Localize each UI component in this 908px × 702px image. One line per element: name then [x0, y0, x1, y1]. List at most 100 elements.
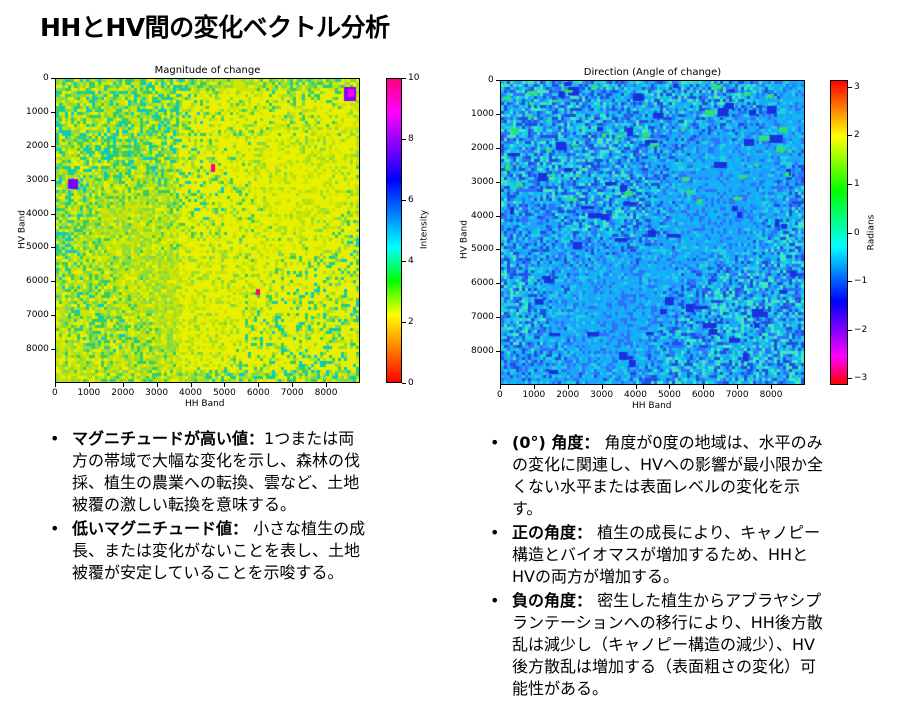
x-tick-mark: [500, 385, 501, 389]
x-tick-label: 7000: [280, 388, 304, 398]
colorbar-tick-mark: [402, 261, 406, 262]
bullet-text: 小さな植生の成長、または変化がないことを表し、土地被覆が安定していることを示唆す…: [72, 519, 366, 582]
y-tick-label: 0: [43, 73, 49, 83]
x-tick-label: 1000: [522, 390, 546, 400]
y-tick-label: 7000: [26, 310, 49, 321]
y-tick-label: 4000: [471, 210, 494, 221]
y-tick-label: 5000: [471, 244, 494, 255]
bullet-text: 角度が0度の地域は、水平のみの変化に関連し、HVへの影響が最小限か全くない水平ま…: [512, 433, 823, 518]
y-tick-mark: [51, 111, 55, 113]
colorbar-tick-label: 2: [408, 317, 414, 327]
y-tick-label: 2000: [26, 140, 49, 151]
magnitude-heatmap: [56, 79, 359, 382]
colorbar-tick-mark: [402, 383, 406, 384]
x-tick-label: 6000: [246, 388, 270, 398]
list-item: • (0°) 角度： 角度が0度の地域は、水平のみの変化に関連し、HVへの影響が…: [490, 432, 825, 520]
bullet-dot: •: [50, 429, 60, 448]
x-tick-label: 1000: [77, 388, 101, 398]
colorbar-tick-mark: [402, 200, 406, 201]
bullet-label: 負の角度：: [512, 591, 593, 610]
colorbar-tick-label: 0: [854, 227, 860, 238]
direction-heatmap: [501, 81, 804, 384]
y-tick-label: 5000: [26, 242, 49, 253]
bullet-label: 正の角度：: [512, 523, 593, 542]
direction-figure: Direction (Angle of change) 0 1000 2000 300…: [445, 60, 900, 420]
y-tick-mark: [51, 213, 55, 215]
colorbar-tick-label: 10: [408, 73, 420, 83]
x-tick-mark: [88, 383, 90, 387]
x-tick-mark: [601, 385, 603, 389]
colorbar-tick-mark: [848, 135, 852, 137]
right-bullet-list: • (0°) 角度： 角度が0度の地域は、水平のみの変化に関連し、HVへの影響が…: [490, 432, 825, 702]
bullet-label: (0°) 角度：: [512, 433, 600, 452]
y-tick-mark: [51, 145, 55, 147]
x-tick-label: 2000: [111, 388, 135, 398]
x-tick-label: 8000: [314, 388, 338, 398]
bullet-text: 植生の成長により、キャノピー構造とバイオマスが増加するため、HHとHVの両方が増…: [512, 523, 821, 586]
y-tick-mark: [496, 113, 500, 115]
magnitude-y-axis-label: HV Band: [17, 210, 28, 249]
colorbar-tick-mark: [848, 232, 852, 234]
bullet-dot: •: [490, 523, 500, 542]
x-tick-label: 3000: [590, 390, 614, 400]
magnitude-plot-area: [55, 78, 360, 383]
y-tick-label: 8000: [26, 344, 49, 355]
x-tick-label: 2000: [556, 390, 580, 400]
x-tick-mark: [55, 383, 56, 387]
x-tick-mark: [292, 383, 294, 387]
direction-colorbar: [830, 80, 848, 385]
y-tick-mark: [496, 181, 500, 183]
direction-plot-area: [500, 80, 805, 385]
direction-x-axis-label: HH Band: [632, 401, 672, 411]
colorbar-tick-label: −3: [854, 373, 868, 384]
x-tick-label: 4000: [179, 388, 202, 398]
x-tick-mark: [737, 385, 739, 389]
colorbar-tick-label: −2: [854, 324, 868, 335]
colorbar-tick-mark: [848, 329, 852, 331]
y-tick-mark: [496, 351, 500, 353]
magnitude-colorbar: [386, 78, 402, 383]
y-tick-label: 4000: [26, 208, 49, 219]
list-item: • 低いマグニチュード値： 小さな植生の成長、または変化がないことを表し、土地被…: [50, 518, 368, 584]
y-tick-label: 1000: [26, 106, 49, 117]
direction-y-axis-label: HV Band: [459, 220, 470, 259]
bullet-label: マグニチュードが高い値：: [72, 429, 265, 448]
list-item: • 正の角度： 植生の成長により、キャノピー構造とバイオマスが増加するため、HH…: [490, 522, 825, 588]
x-tick-mark: [703, 385, 705, 389]
colorbar-tick-label: 0: [408, 378, 414, 388]
x-tick-mark: [771, 385, 773, 389]
x-tick-label: 0: [52, 388, 58, 398]
colorbar-tick-label: 6: [408, 195, 414, 205]
y-tick-label: 3000: [471, 176, 494, 187]
y-tick-label: 2000: [471, 142, 494, 153]
y-tick-mark: [496, 317, 500, 319]
colorbar-tick-mark: [848, 86, 852, 88]
y-tick-mark: [51, 247, 55, 249]
bullet-dot: •: [50, 519, 60, 538]
colorbar-tick-label: 3: [854, 81, 860, 92]
list-item: • 負の角度： 密生した植生からアブラヤシプランテーションへの移行により、HH後…: [490, 590, 825, 700]
x-tick-mark: [258, 383, 260, 387]
colorbar-tick-label: 2: [854, 130, 860, 141]
magnitude-x-axis-label: HH Band: [185, 399, 225, 409]
x-tick-label: 5000: [657, 390, 681, 400]
slide-title: HHとHV間の変化ベクトル分析: [40, 13, 390, 42]
y-tick-mark: [496, 215, 500, 217]
colorbar-tick-mark: [402, 322, 406, 323]
colorbar-tick-label: −1: [854, 276, 868, 287]
x-tick-mark: [533, 385, 535, 389]
bullet-text: 密生した植生からアブラヤシプランテーションへの移行により、HH後方散乱は減少し（…: [512, 591, 823, 698]
colorbar-tick-mark: [402, 139, 406, 140]
y-tick-mark: [496, 249, 500, 251]
y-tick-label: 6000: [26, 276, 49, 287]
colorbar-tick-label: 4: [408, 256, 414, 266]
y-tick-mark: [496, 147, 500, 149]
x-tick-label: 3000: [145, 388, 169, 398]
x-tick-label: 7000: [725, 390, 749, 400]
colorbar-tick-mark: [848, 281, 852, 283]
colorbar-tick-mark: [848, 378, 852, 380]
magnitude-colorbar-label: Intensity: [419, 209, 430, 250]
y-tick-mark: [51, 281, 55, 283]
colorbar-tick-label: 1: [854, 178, 860, 189]
bullet-dot: •: [490, 433, 500, 452]
